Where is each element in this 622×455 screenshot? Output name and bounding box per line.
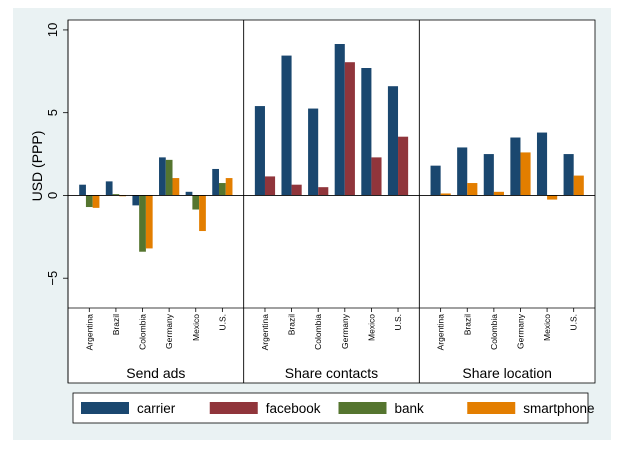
bar-carrier [308,108,319,196]
bars-layer [79,44,584,252]
panels-layer: Argentina Brazil Colombia Germany Mexico U.S.… [68,20,595,383]
bar-bank [192,195,200,210]
bar-carrier [185,191,193,196]
panel-title: Send ads [126,365,185,381]
bar-carrier [563,154,574,196]
y-tick-label: −5 [45,271,60,286]
bar-bank [218,183,226,196]
legend-label-bank: bank [395,401,425,416]
bar-smartphone [493,191,504,196]
bar-bank [85,195,93,208]
legend-label-smartphone: smartphone [523,401,594,416]
legend-label-carrier: carrier [137,401,176,416]
bar-bank [139,195,146,252]
bar-smartphone [520,152,531,196]
bar-carrier [334,44,345,196]
bar-carrier [457,147,468,196]
x-tick-label: Colombia [489,314,499,350]
y-tick-label: 10 [45,23,60,37]
y-tick-label: 0 [45,192,60,199]
x-tick-label: Argentina [84,314,94,351]
bar-smartphone [92,195,100,208]
bar-smartphone [145,195,153,249]
bar-carrier [483,154,494,196]
x-tick-label: Brazil [111,314,121,335]
bar-facebook [371,157,382,196]
bar-facebook [264,176,276,196]
x-tick-label: Germany [340,313,350,349]
bar-carrier [510,137,521,196]
bar-smartphone [119,195,127,197]
bar-facebook [398,136,409,196]
panel-title: Share location [462,365,552,381]
bar-smartphone [225,178,233,196]
legend-swatch-bank [338,402,387,414]
bar-facebook [318,187,329,196]
legend-label-facebook: facebook [266,401,321,416]
x-tick-label: Mexico [366,314,376,341]
y-axis: 10 5 0 −5 [45,20,69,383]
x-tick-label: Brazil [462,314,472,335]
bar-carrier [105,181,113,196]
x-tick-label: Germany [164,313,174,349]
bar-smartphone [547,195,558,200]
legend-swatch-smartphone [467,402,516,414]
bar-smartphone [172,178,180,196]
x-tick-label: Argentina [260,314,270,351]
x-tick-label: Argentina [436,314,446,351]
x-tick-label: Mexico [542,314,552,341]
plot-area [67,19,596,384]
x-tick-label: U.S. [217,314,227,331]
bar-carrier [430,165,441,196]
bar-smartphone [573,175,584,196]
x-tick-label: Germany [515,313,525,349]
legend-swatch-facebook [209,402,258,414]
x-tick-label: U.S. [569,314,579,331]
bar-carrier [212,168,219,196]
bar-smartphone [467,183,478,196]
bar-carrier [79,184,86,196]
bar-carrier [536,132,548,196]
x-tick-label: Colombia [138,314,148,350]
y-axis-label: USD (PPP) [29,131,45,202]
bar-carrier [281,55,292,196]
x-tick-label: Mexico [191,314,201,341]
bar-smartphone [199,195,206,232]
x-tick-label: U.S. [393,314,403,331]
bar-carrier [132,195,140,206]
x-tick-label: Colombia [313,314,323,350]
bar-carrier [254,106,265,196]
bar-bank [112,194,120,196]
bar-smartphone [440,193,451,196]
x-tick-label: Brazil [287,314,297,335]
legend: carrier facebook bank smartphone [72,392,595,424]
legend-swatch-carrier [81,402,129,414]
bar-facebook [344,62,355,196]
bar-carrier [387,86,399,196]
panel-title: Share contacts [285,365,378,381]
bar-carrier [159,157,166,196]
bar-carrier [361,68,372,196]
bar-bank [165,159,173,196]
bar-facebook [291,184,302,196]
y-tick-label: 5 [45,109,60,116]
